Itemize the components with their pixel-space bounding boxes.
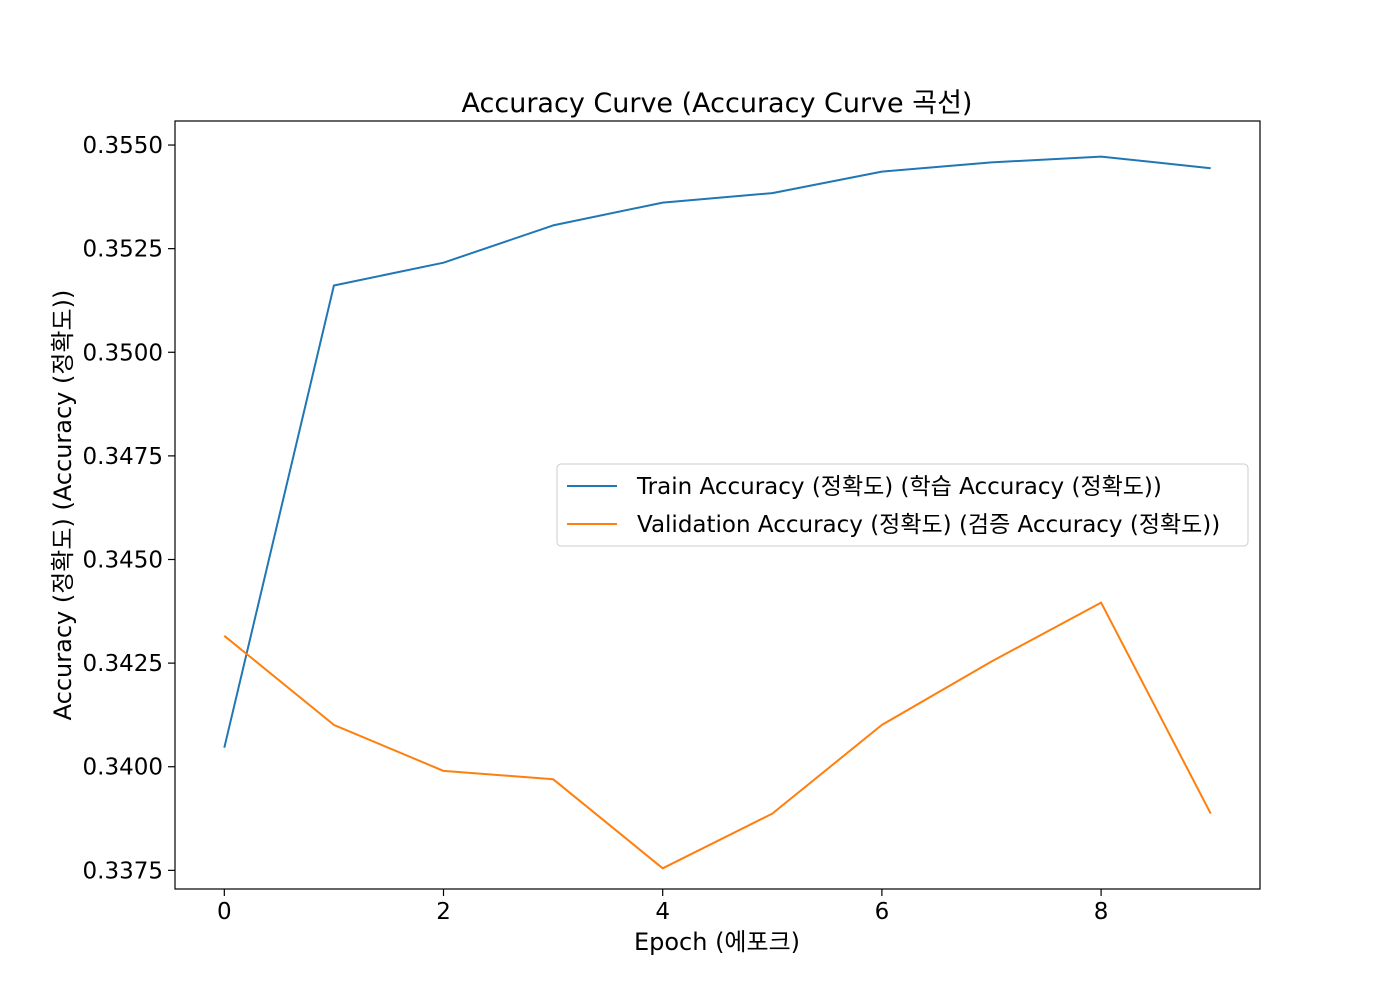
y-axis-ticks: 0.3375 0.3400 0.3425 0.3450 0.3475 0.3500 0.35… (83, 133, 175, 884)
y-tick-label: 0.3400 (83, 755, 163, 781)
x-axis-label: Epoch (에포크) (634, 928, 800, 956)
y-tick-label: 0.3375 (83, 858, 163, 884)
legend-box (556, 463, 1249, 547)
legend-label: Validation Accuracy (정확도) (검증 Accuracy (… (637, 512, 1220, 538)
legend: Train Accuracy (정확도) (학습 Accuracy (정확도))… (556, 463, 1249, 547)
y-tick-label: 0.3450 (83, 548, 163, 574)
series-line-train (223, 155, 1211, 748)
y-tick-label: 0.3475 (83, 444, 163, 470)
x-axis-ticks: 0 2 4 6 8 (217, 889, 1108, 925)
series-layer (223, 155, 1212, 870)
x-tick-label: 4 (655, 899, 670, 925)
x-tick-label: 0 (217, 899, 232, 925)
x-tick-label: 2 (436, 899, 451, 925)
y-axis-label: Accuracy (정확도) (Accuracy (정확도)) (49, 290, 77, 721)
legend-label: Train Accuracy (정확도) (학습 Accuracy (정확도)) (636, 474, 1162, 500)
y-tick-label: 0.3525 (83, 237, 163, 263)
x-tick-label: 6 (875, 899, 890, 925)
series-line-validation (223, 601, 1212, 870)
y-tick-label: 0.3500 (83, 340, 163, 366)
chart-title: Accuracy Curve (Accuracy Curve 곡선) (462, 88, 973, 119)
x-tick-label: 8 (1094, 899, 1109, 925)
y-tick-label: 0.3550 (83, 133, 163, 159)
y-tick-label: 0.3425 (83, 651, 163, 677)
